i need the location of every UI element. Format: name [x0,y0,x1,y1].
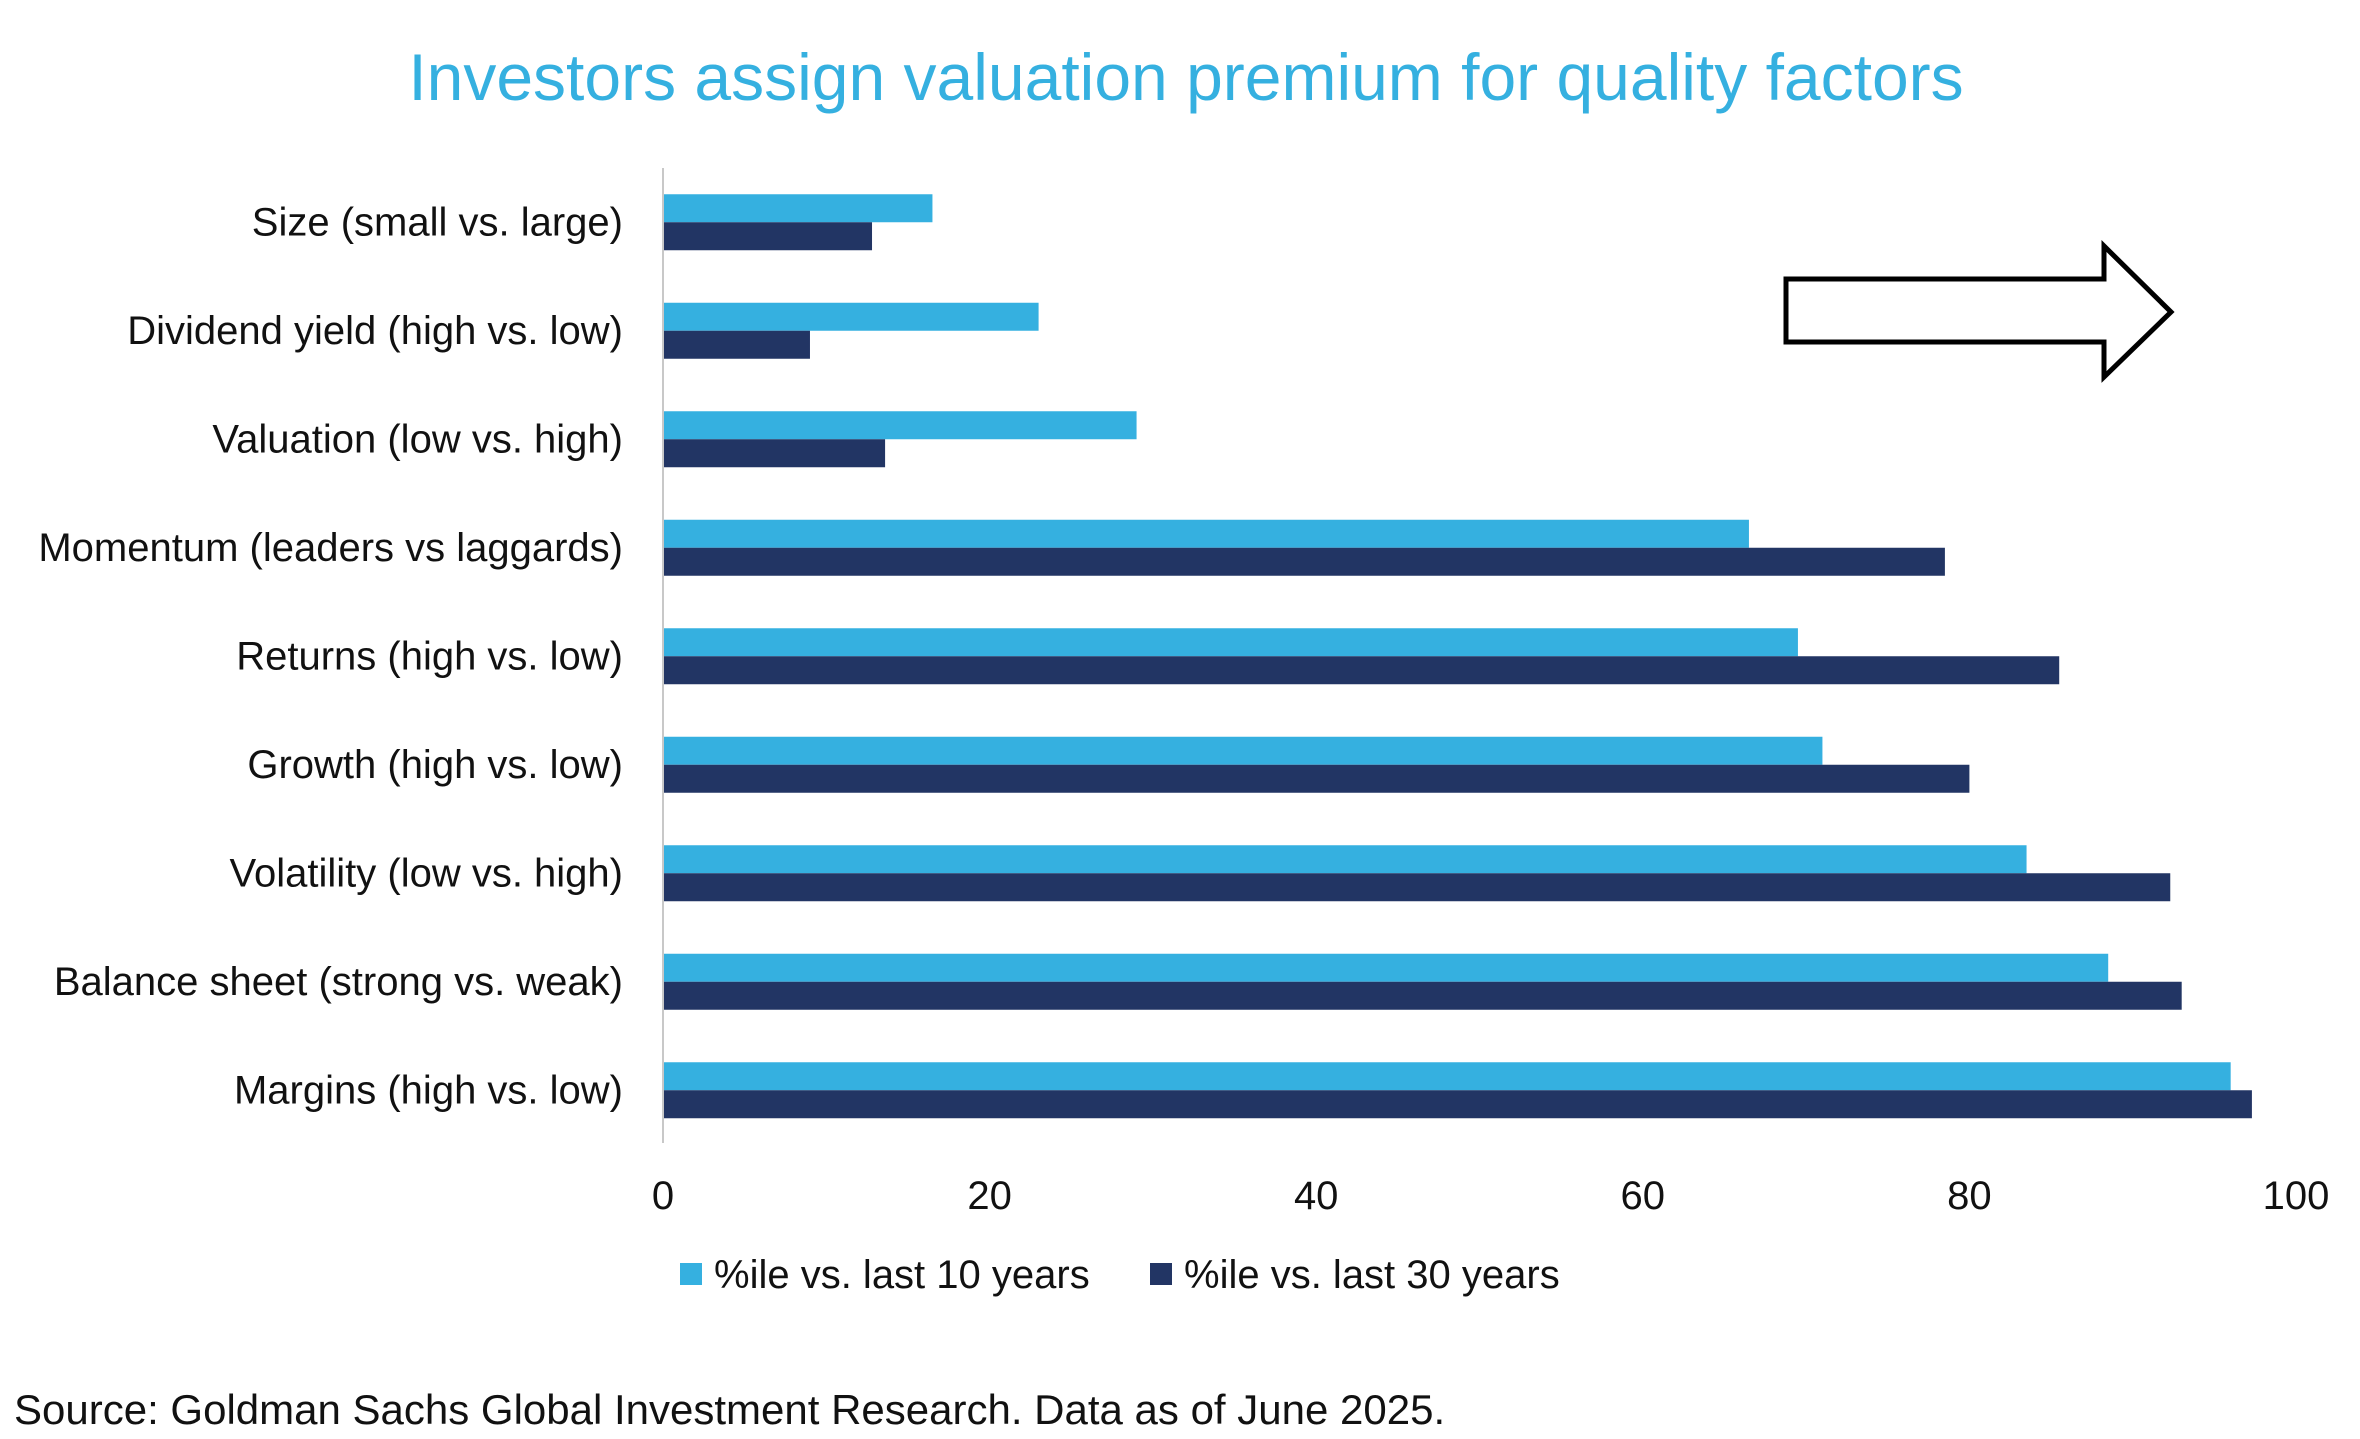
category-label: Momentum (leaders vs laggards) [38,526,623,570]
bar-30-years [663,439,886,468]
category-label: Volatility (low vs. high) [230,851,623,895]
chart-title: Investors assign valuation premium for q… [408,40,1963,114]
category-label: Margins (high vs. low) [234,1068,623,1112]
category-label: Returns (high vs. low) [236,634,623,678]
category-label: Size (small vs. large) [252,200,623,244]
x-axis-ticks: 0 20 40 60 80 100 [652,1174,2330,1218]
bar-10-years [663,411,1137,440]
legend-label-30-years: %ile vs. last 30 years [1184,1253,1560,1297]
legend-swatch-30-years [1150,1263,1172,1285]
bar-30-years [663,873,2171,902]
x-tick-label: 20 [967,1174,1012,1218]
bar-10-years [663,845,2027,874]
bar-10-years [663,628,1798,657]
category-labels: Size (small vs. large) Dividend yield (hi… [38,200,623,1112]
bar-30-years [663,547,1945,576]
bar-30-years [663,1090,2252,1119]
legend: %ile vs. last 10 years %ile vs. last 30 … [680,1253,1560,1297]
bar-10-years [663,1062,2231,1091]
category-label: Balance sheet (strong vs. weak) [54,960,623,1004]
source-note: Source: Goldman Sachs Global Investment … [14,1386,1445,1433]
bar-30-years [663,981,2182,1010]
x-tick-label: 60 [1621,1174,1666,1218]
bar-30-years [663,330,810,359]
bar-10-years [663,302,1039,331]
bar-30-years [663,764,1970,793]
category-label: Dividend yield (high vs. low) [127,309,623,353]
bars [663,194,2252,1119]
arrow-right-icon [1783,240,2175,383]
bar-30-years [663,656,2060,685]
bar-10-years [663,953,2109,982]
x-tick-label: 80 [1947,1174,1992,1218]
legend-swatch-10-years [680,1263,702,1285]
bar-10-years [663,194,933,223]
bar-30-years [663,222,873,251]
x-tick-label: 40 [1294,1174,1339,1218]
x-tick-label: 0 [652,1174,674,1218]
x-tick-label: 100 [2263,1174,2330,1218]
bar-10-years [663,519,1749,548]
bar-10-years [663,736,1823,765]
legend-label-10-years: %ile vs. last 10 years [714,1253,1090,1297]
category-label: Growth (high vs. low) [247,743,623,787]
category-label: Valuation (low vs. high) [212,417,623,461]
